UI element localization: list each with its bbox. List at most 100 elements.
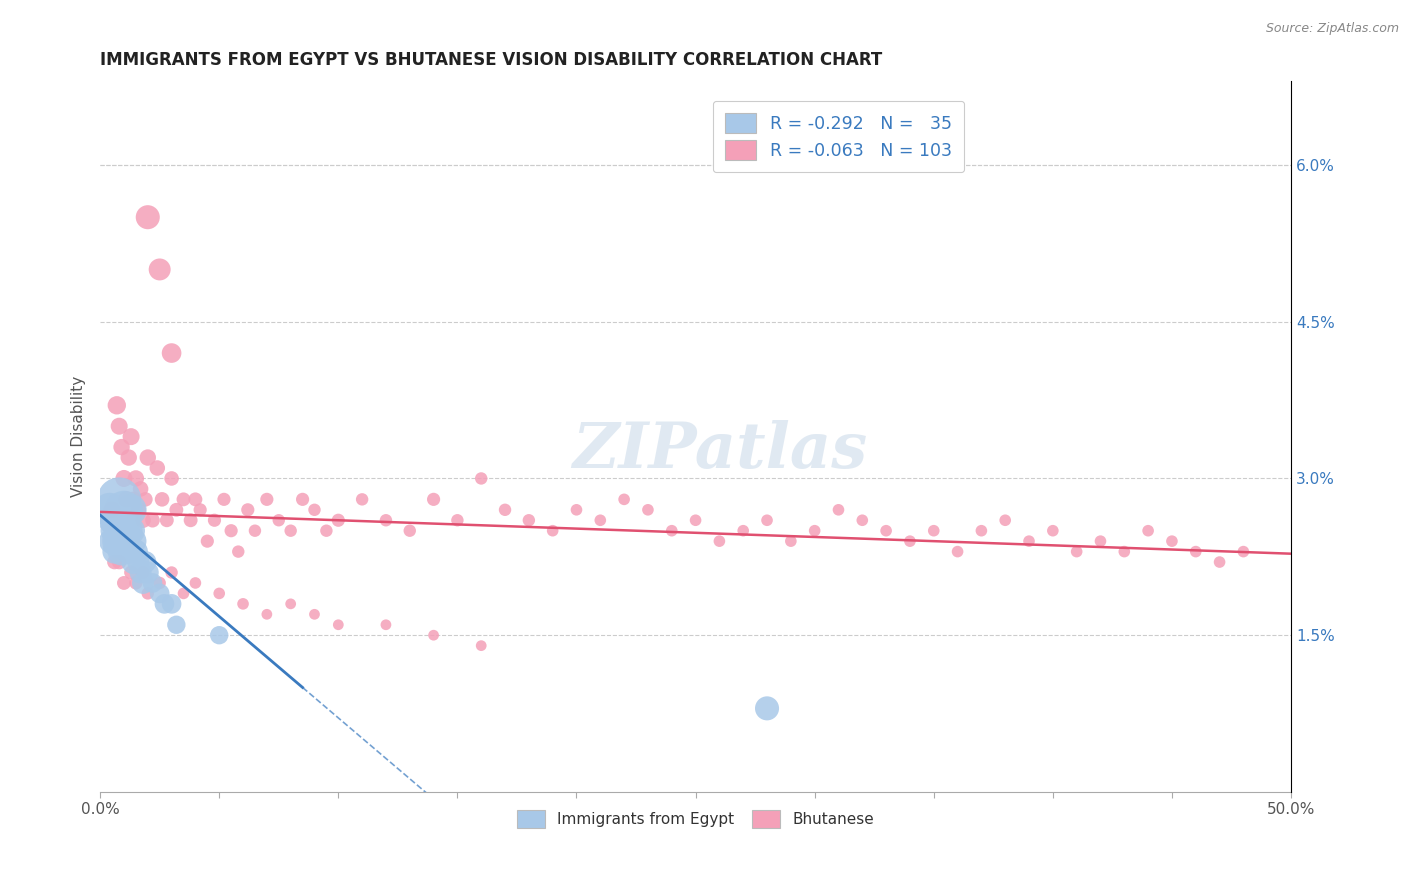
Point [125, 471, 148, 485]
Point [134, 555, 156, 569]
Point [291, 492, 314, 507]
Point [149, 586, 172, 600]
Point [637, 503, 659, 517]
Point [122, 492, 145, 507]
Point [125, 544, 148, 558]
Point [118, 544, 141, 558]
Point [232, 597, 254, 611]
Point [733, 524, 755, 538]
Point [898, 534, 921, 549]
Point [141, 513, 163, 527]
Point [129, 566, 152, 580]
Point [1232, 544, 1254, 558]
Point [103, 555, 125, 569]
Point [160, 471, 183, 485]
Point [226, 544, 249, 558]
Point [112, 471, 135, 485]
Point [1018, 534, 1040, 549]
Point [922, 524, 945, 538]
Point [132, 513, 155, 527]
Point [110, 544, 132, 558]
Point [146, 461, 169, 475]
Point [118, 524, 141, 538]
Point [661, 524, 683, 538]
Point [108, 492, 131, 507]
Point [398, 524, 420, 538]
Point [136, 450, 159, 465]
Point [132, 576, 155, 591]
Point [875, 524, 897, 538]
Point [132, 566, 155, 580]
Point [127, 503, 149, 517]
Point [105, 534, 128, 549]
Point [243, 524, 266, 538]
Point [195, 534, 218, 549]
Point [136, 210, 159, 224]
Point [103, 524, 125, 538]
Point [112, 503, 135, 517]
Point [267, 513, 290, 527]
Point [153, 597, 176, 611]
Point [280, 524, 302, 538]
Point [108, 419, 131, 434]
Point [803, 524, 825, 538]
Point [589, 513, 612, 527]
Text: Source: ZipAtlas.com: Source: ZipAtlas.com [1265, 22, 1399, 36]
Point [125, 576, 148, 591]
Point [141, 576, 163, 591]
Point [328, 513, 350, 527]
Point [165, 503, 187, 517]
Point [779, 534, 801, 549]
Point [374, 617, 396, 632]
Point [188, 503, 211, 517]
Point [352, 492, 374, 507]
Point [103, 544, 125, 558]
Point [304, 503, 326, 517]
Point [149, 576, 172, 591]
Point [946, 544, 969, 558]
Point [184, 576, 207, 591]
Point [685, 513, 707, 527]
Point [208, 586, 231, 600]
Point [1184, 544, 1206, 558]
Point [136, 566, 159, 580]
Point [236, 503, 259, 517]
Point [304, 607, 326, 622]
Point [118, 450, 141, 465]
Point [112, 524, 135, 538]
Text: ZIPatlas: ZIPatlas [572, 420, 868, 482]
Point [256, 492, 278, 507]
Point [709, 534, 731, 549]
Point [108, 513, 131, 527]
Point [180, 513, 202, 527]
Point [1066, 544, 1088, 558]
Point [827, 503, 849, 517]
Point [422, 628, 444, 642]
Point [150, 492, 173, 507]
Point [756, 513, 779, 527]
Point [101, 503, 124, 517]
Point [122, 534, 145, 549]
Point [422, 492, 444, 507]
Point [315, 524, 337, 538]
Point [127, 555, 149, 569]
Point [160, 597, 183, 611]
Point [494, 503, 516, 517]
Point [120, 503, 142, 517]
Point [1208, 555, 1230, 569]
Point [129, 482, 152, 496]
Point [173, 492, 195, 507]
Point [756, 701, 779, 715]
Point [108, 555, 131, 569]
Point [115, 492, 138, 507]
Point [156, 513, 179, 527]
Point [517, 513, 540, 527]
Point [115, 534, 138, 549]
Point [204, 513, 226, 527]
Point [112, 576, 135, 591]
Point [105, 398, 128, 412]
Point [136, 586, 159, 600]
Point [851, 513, 873, 527]
Point [134, 492, 156, 507]
Point [565, 503, 588, 517]
